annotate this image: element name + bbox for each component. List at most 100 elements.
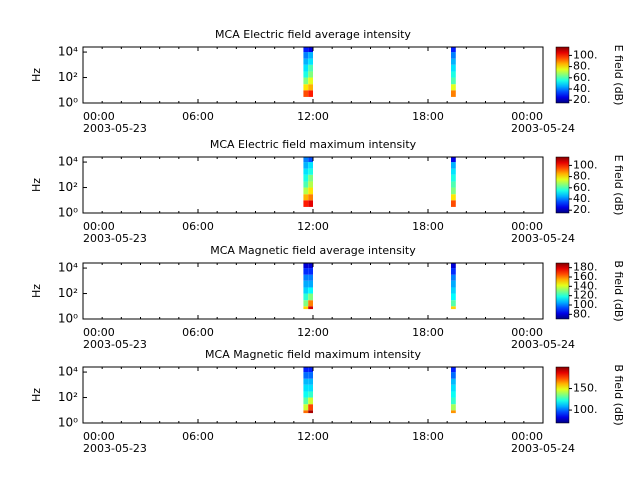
cell <box>308 300 313 307</box>
cell <box>451 157 456 163</box>
cell <box>451 384 456 392</box>
colorbar-tick-label: 80. <box>573 307 591 320</box>
x-tick-label: 00:00 <box>511 220 543 233</box>
date-label: 2003-05-23 <box>83 442 147 455</box>
y-tick-label: 10⁴ <box>58 261 78 275</box>
cell <box>451 90 456 97</box>
y-tick-label: 10⁴ <box>58 155 78 169</box>
colorbar-tick-label: 60. <box>573 181 591 194</box>
cell <box>308 181 313 188</box>
colorbar-tick-label: 150. <box>573 382 598 395</box>
colorbar-tick-label: 140. <box>573 279 598 292</box>
cell <box>451 263 456 269</box>
cell <box>451 268 456 275</box>
cell <box>303 280 309 288</box>
cell <box>451 378 456 385</box>
cell <box>303 300 309 307</box>
x-tick-label: 12:00 <box>297 220 329 233</box>
cell <box>303 268 309 275</box>
cell <box>303 52 309 59</box>
cell <box>303 287 309 294</box>
chart-title: MCA Magnetic field average intensity <box>210 244 416 257</box>
cell <box>303 263 309 269</box>
colorbar-tick-label: 40. <box>573 192 591 205</box>
cell <box>303 181 309 188</box>
cell <box>451 84 456 91</box>
date-label: 2003-05-23 <box>83 338 147 351</box>
cell <box>451 162 456 169</box>
colorbar-tick-label: 40. <box>573 82 591 95</box>
chart-title: MCA Electric field maximum intensity <box>210 138 417 151</box>
x-tick-label: 00:00 <box>511 430 543 443</box>
cell <box>308 194 313 201</box>
date-label: 2003-05-24 <box>511 338 575 351</box>
cell <box>303 293 309 301</box>
cell <box>451 187 456 195</box>
cell <box>308 404 313 411</box>
x-tick-label: 12:00 <box>297 430 329 443</box>
cell <box>308 200 313 207</box>
cell <box>303 372 309 379</box>
cell <box>451 391 456 398</box>
colorbar-label: E field (dB) <box>612 155 625 216</box>
cell <box>303 194 309 201</box>
chart-title: MCA Electric field average intensity <box>215 28 411 41</box>
x-tick-label: 00:00 <box>83 430 115 443</box>
colorbar-tick-label: 20. <box>573 203 591 216</box>
cell <box>308 397 313 405</box>
y-tick-label: 10⁴ <box>58 365 78 379</box>
y-tick-label: 10² <box>58 70 78 84</box>
cell <box>303 157 309 163</box>
y-tick-label: 10⁰ <box>58 206 78 220</box>
cell <box>451 410 456 414</box>
colorbar-tick-label: 80. <box>573 170 591 183</box>
x-tick-label: 06:00 <box>182 220 214 233</box>
cell <box>308 384 313 392</box>
x-tick-label: 18:00 <box>412 220 444 233</box>
cell <box>303 64 309 72</box>
cell <box>303 391 309 398</box>
cell <box>303 397 309 405</box>
cell <box>303 306 309 310</box>
cell <box>303 174 309 182</box>
cell <box>303 404 309 411</box>
cell <box>451 274 456 281</box>
colorbar <box>555 156 570 214</box>
date-label: 2003-05-23 <box>83 122 147 135</box>
y-tick-label: 10⁰ <box>58 416 78 430</box>
colorbar-tick-label: 20. <box>573 93 591 106</box>
cell <box>308 410 313 414</box>
cell <box>303 410 309 414</box>
cell <box>308 274 313 281</box>
cell <box>303 384 309 392</box>
y-tick-label: 10⁰ <box>58 312 78 326</box>
colorbar-label: B field (dB) <box>612 364 625 425</box>
x-tick-label: 06:00 <box>182 326 214 339</box>
cell <box>303 90 309 97</box>
date-label: 2003-05-24 <box>511 232 575 245</box>
cell <box>451 367 456 373</box>
cell <box>451 200 456 207</box>
cell <box>308 84 313 91</box>
cell <box>451 306 456 310</box>
cell <box>451 181 456 188</box>
cell <box>308 77 313 85</box>
cell <box>303 367 309 373</box>
x-tick-label: 06:00 <box>182 430 214 443</box>
cell <box>303 168 309 175</box>
cell <box>308 293 313 301</box>
date-label: 2003-05-24 <box>511 442 575 455</box>
cell <box>303 47 309 53</box>
colorbar-tick-label: 180. <box>573 261 598 274</box>
colorbar-tick-label: 100. <box>573 158 598 171</box>
colorbar-tick-label: 80. <box>573 60 591 73</box>
cell <box>451 194 456 201</box>
y-axis-label: Hz <box>30 178 43 192</box>
cell <box>308 71 313 78</box>
cell <box>303 162 309 169</box>
y-axis-label: Hz <box>30 284 43 298</box>
cell <box>303 84 309 91</box>
chart-title: MCA Magnetic field maximum intensity <box>205 348 421 361</box>
x-tick-label: 18:00 <box>412 110 444 123</box>
